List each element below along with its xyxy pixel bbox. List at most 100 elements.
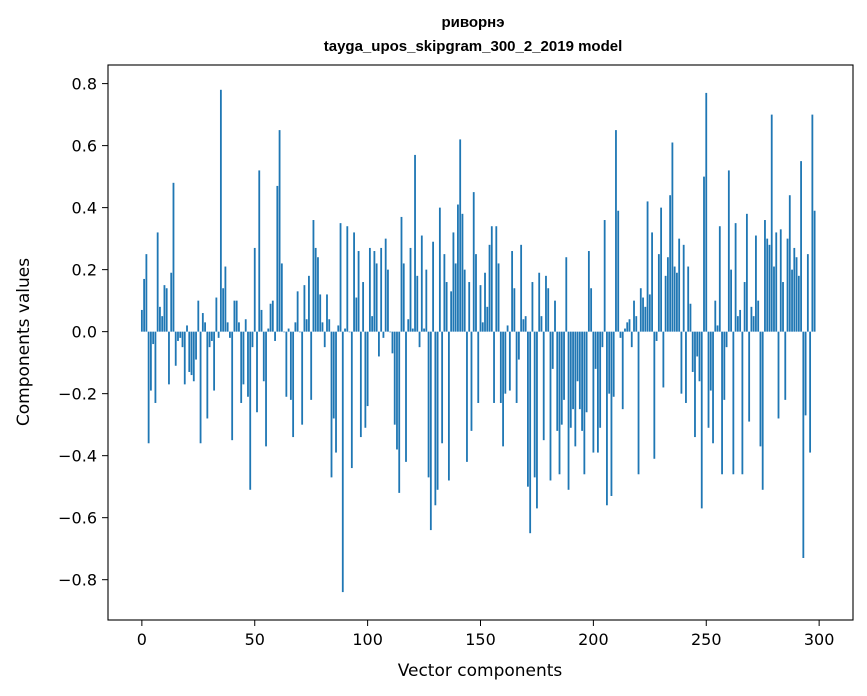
bar xyxy=(305,319,308,332)
bar xyxy=(779,229,782,332)
bar xyxy=(685,331,687,403)
bar xyxy=(529,331,532,534)
bar xyxy=(201,313,204,332)
bar xyxy=(269,303,272,332)
bar xyxy=(633,300,635,332)
bar xyxy=(335,331,337,453)
y-axis-label: Components values xyxy=(14,258,34,426)
bar xyxy=(328,319,331,332)
bar xyxy=(698,331,701,382)
bar xyxy=(730,269,732,332)
bar xyxy=(330,331,333,478)
bars-group xyxy=(140,89,816,593)
bar xyxy=(303,285,306,332)
bar xyxy=(267,328,270,332)
bar xyxy=(165,288,168,332)
bar xyxy=(687,266,690,332)
y-tick-label: −0.6 xyxy=(58,509,97,528)
bar xyxy=(235,300,238,332)
bar xyxy=(389,331,392,333)
bar xyxy=(283,331,285,333)
bar xyxy=(630,331,633,348)
bar xyxy=(396,331,398,450)
bar xyxy=(475,254,477,332)
bar xyxy=(777,331,780,419)
bar xyxy=(310,331,313,400)
bar xyxy=(362,282,365,332)
bar xyxy=(425,269,428,332)
bar xyxy=(366,331,369,407)
bar xyxy=(149,331,152,391)
bar xyxy=(287,328,290,332)
bar xyxy=(642,297,644,332)
bar xyxy=(542,331,545,441)
bar xyxy=(231,331,234,441)
bar xyxy=(770,114,773,332)
bar xyxy=(262,331,265,382)
y-tick-label: 0.0 xyxy=(72,323,97,342)
bar xyxy=(405,331,407,462)
bar xyxy=(736,316,739,332)
bar xyxy=(411,328,414,332)
bar xyxy=(572,331,574,410)
bar xyxy=(549,331,552,481)
bar xyxy=(646,201,649,332)
bar xyxy=(170,272,173,332)
bar xyxy=(784,331,787,400)
bar xyxy=(301,331,304,425)
bar xyxy=(587,251,590,332)
bar xyxy=(323,331,326,348)
y-tick-label: −0.8 xyxy=(58,571,97,590)
bar xyxy=(551,331,554,369)
bar xyxy=(809,331,812,453)
bar xyxy=(398,331,401,493)
bar xyxy=(606,331,608,506)
bar xyxy=(703,176,705,332)
bar xyxy=(536,331,538,509)
bar xyxy=(436,331,439,490)
x-tick-label: 0 xyxy=(137,630,147,649)
bar xyxy=(438,207,441,332)
bar xyxy=(637,331,640,475)
bar xyxy=(387,269,389,332)
bar xyxy=(414,154,416,332)
bar xyxy=(705,92,708,332)
bar xyxy=(247,331,249,397)
bar xyxy=(222,288,225,332)
bar xyxy=(603,220,606,332)
bar xyxy=(739,309,742,332)
bar xyxy=(400,216,403,332)
bar xyxy=(673,266,676,332)
bar xyxy=(531,282,534,332)
bar xyxy=(195,331,197,360)
bar xyxy=(560,331,563,425)
x-axis: 0 50 100 150 200 250 300 xyxy=(137,620,834,649)
bar xyxy=(378,331,380,357)
bar xyxy=(689,303,692,332)
bar xyxy=(545,275,547,332)
bar xyxy=(244,319,247,332)
bar xyxy=(188,331,191,372)
bar xyxy=(249,331,252,490)
bar xyxy=(811,114,814,332)
bar xyxy=(219,89,222,332)
x-tick-label: 200 xyxy=(578,630,609,649)
bar xyxy=(680,331,683,394)
bar xyxy=(583,331,586,475)
bar xyxy=(671,142,674,332)
bar xyxy=(624,328,626,332)
bar xyxy=(486,306,489,332)
bar xyxy=(341,331,344,593)
bar xyxy=(612,331,615,397)
bar xyxy=(238,322,240,332)
bar xyxy=(576,331,579,382)
bar xyxy=(384,238,387,332)
bar xyxy=(590,288,593,332)
bar xyxy=(707,331,710,428)
bar xyxy=(317,257,319,332)
bar xyxy=(447,331,450,481)
bar xyxy=(161,316,164,332)
bar xyxy=(156,232,159,332)
bar xyxy=(709,331,712,391)
bar xyxy=(660,207,663,332)
